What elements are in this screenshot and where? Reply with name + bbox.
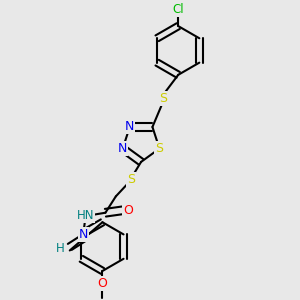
Text: O: O bbox=[123, 204, 133, 217]
Text: H: H bbox=[56, 242, 64, 255]
Text: Cl: Cl bbox=[172, 3, 184, 16]
Text: S: S bbox=[159, 92, 167, 105]
Text: N: N bbox=[79, 228, 88, 241]
Text: O: O bbox=[98, 277, 107, 290]
Text: HN: HN bbox=[76, 208, 94, 222]
Text: S: S bbox=[155, 142, 164, 155]
Text: N: N bbox=[125, 121, 134, 134]
Text: S: S bbox=[127, 172, 135, 186]
Text: N: N bbox=[118, 142, 128, 155]
